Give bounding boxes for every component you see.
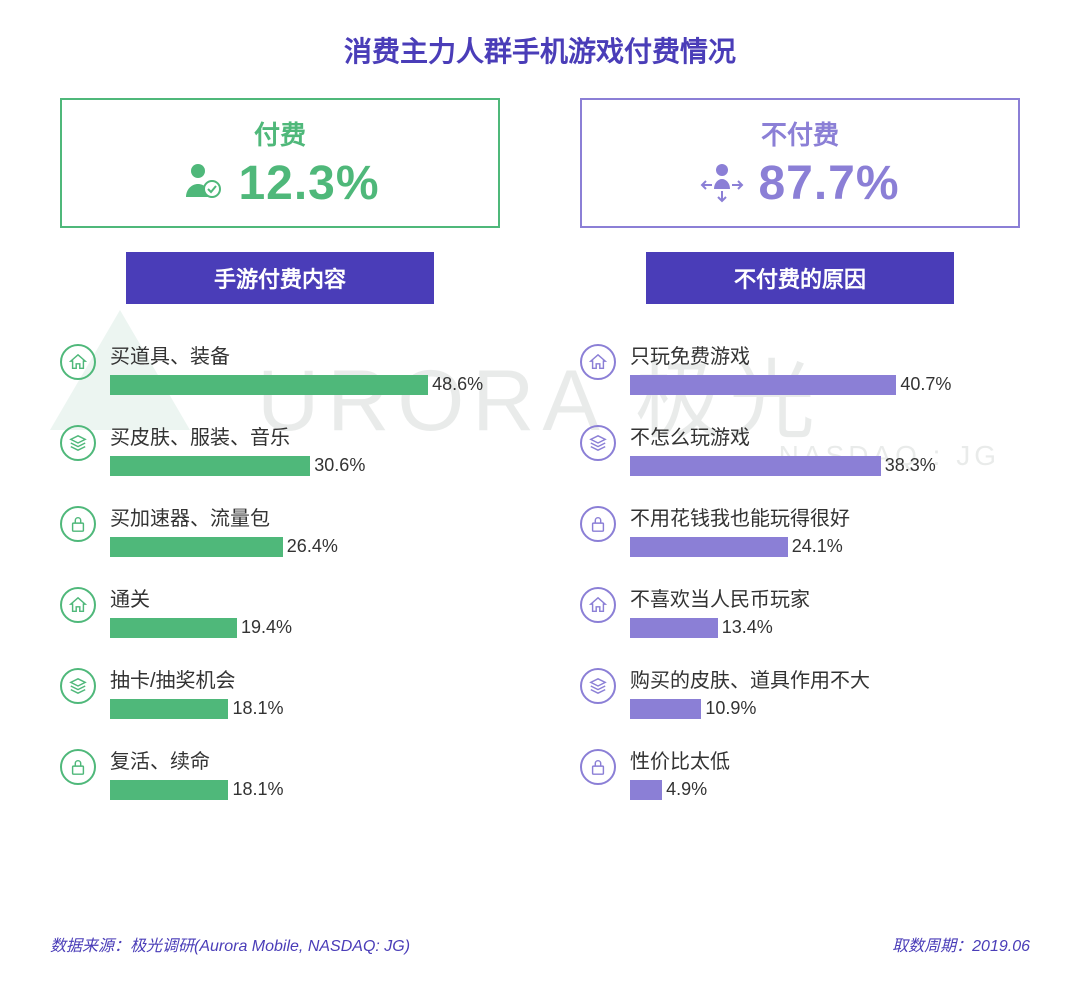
bar-label: 性价比太低: [630, 745, 1020, 774]
bar-item: 不怎么玩游戏 38.3%: [580, 421, 1020, 476]
bar-track: 30.6%: [110, 456, 470, 476]
bar-value: 48.6%: [432, 374, 483, 395]
bar-item: 不喜欢当人民币玩家 13.4%: [580, 583, 1020, 638]
bar-item: 只玩免费游戏 40.7%: [580, 340, 1020, 395]
bar-value: 30.6%: [314, 455, 365, 476]
bar-label: 抽卡/抽奖机会: [110, 664, 500, 693]
bar-item: 不用花钱我也能玩得很好 24.1%: [580, 502, 1020, 557]
bar-fill: [630, 618, 718, 638]
bar-value: 40.7%: [900, 374, 951, 395]
bar-label: 不怎么玩游戏: [630, 421, 1020, 450]
bar-fill: [110, 780, 228, 800]
home-icon: [60, 587, 96, 623]
footer: 数据来源：极光调研(Aurora Mobile, NASDAQ: JG) 取数周…: [50, 932, 1030, 956]
bar-fill: [630, 456, 881, 476]
bar-value: 26.4%: [287, 536, 338, 557]
right-column: 不付费 87.7% 不付费的原因 只玩免费游戏40.7%不怎么玩游戏38.3%不…: [580, 98, 1020, 800]
right-section-header: 不付费的原因: [646, 252, 954, 304]
footer-source: 数据来源：极光调研(Aurora Mobile, NASDAQ: JG): [50, 932, 410, 956]
bar-track: 26.4%: [110, 537, 470, 557]
bar-label: 不喜欢当人民币玩家: [630, 583, 1020, 612]
bar-fill: [110, 375, 428, 395]
bar-label: 只玩免费游戏: [630, 340, 1020, 369]
lock-icon: [580, 749, 616, 785]
bar-track: 18.1%: [110, 699, 470, 719]
bar-value: 38.3%: [885, 455, 936, 476]
bar-item: 复活、续命 18.1%: [60, 745, 500, 800]
bar-item: 抽卡/抽奖机会 18.1%: [60, 664, 500, 719]
bar-fill: [630, 375, 896, 395]
user-arrows-icon: [700, 159, 744, 208]
paying-stat-title: 付费: [254, 115, 306, 152]
bar-value: 4.9%: [666, 779, 707, 800]
lock-icon: [580, 506, 616, 542]
bar-value: 18.1%: [232, 779, 283, 800]
bar-value: 18.1%: [232, 698, 283, 719]
bar-track: 24.1%: [630, 537, 990, 557]
bar-value: 13.4%: [722, 617, 773, 638]
paying-stat-value: 12.3%: [238, 156, 379, 211]
footer-period: 取数周期：2019.06: [892, 932, 1030, 956]
bar-track: 48.6%: [110, 375, 470, 395]
bar-item: 买皮肤、服装、音乐 30.6%: [60, 421, 500, 476]
bar-item: 性价比太低 4.9%: [580, 745, 1020, 800]
bar-label: 通关: [110, 583, 500, 612]
bar-label: 购买的皮肤、道具作用不大: [630, 664, 1020, 693]
bar-track: 13.4%: [630, 618, 990, 638]
bar-track: 4.9%: [630, 780, 990, 800]
bar-fill: [630, 699, 701, 719]
bar-label: 买加速器、流量包: [110, 502, 500, 531]
home-icon: [580, 344, 616, 380]
bar-fill: [630, 537, 788, 557]
columns: 付费 12.3% 手游付费内容 买道具、装备 48.6% 买皮肤、服装、音乐 30.6…: [50, 98, 1030, 800]
bar-value: 19.4%: [241, 617, 292, 638]
bar-track: 18.1%: [110, 780, 470, 800]
nonpaying-stat-box: 不付费 87.7%: [580, 98, 1020, 228]
bar-item: 购买的皮肤、道具作用不大 10.9%: [580, 664, 1020, 719]
nonpaying-stat-value: 87.7%: [758, 156, 899, 211]
bar-fill: [110, 456, 310, 476]
bar-item: 买道具、装备 48.6%: [60, 340, 500, 395]
bar-label: 不用花钱我也能玩得很好: [630, 502, 1020, 531]
bar-value: 24.1%: [792, 536, 843, 557]
lock-icon: [60, 506, 96, 542]
bar-fill: [110, 618, 237, 638]
bar-value: 10.9%: [705, 698, 756, 719]
user-check-icon: [180, 159, 224, 208]
bar-fill: [110, 699, 228, 719]
lock-icon: [60, 749, 96, 785]
bar-item: 买加速器、流量包 26.4%: [60, 502, 500, 557]
bar-fill: [110, 537, 283, 557]
bar-label: 复活、续命: [110, 745, 500, 774]
left-column: 付费 12.3% 手游付费内容 买道具、装备 48.6% 买皮肤、服装、音乐 30.6…: [60, 98, 500, 800]
bar-track: 40.7%: [630, 375, 990, 395]
stack-icon: [60, 668, 96, 704]
stack-icon: [580, 425, 616, 461]
home-icon: [580, 587, 616, 623]
bar-track: 10.9%: [630, 699, 990, 719]
bar-track: 38.3%: [630, 456, 990, 476]
left-items-list: 买道具、装备 48.6% 买皮肤、服装、音乐 30.6% 买加速器、流量包 26.4% 通关…: [60, 340, 500, 800]
bar-fill: [630, 780, 662, 800]
left-section-header: 手游付费内容: [126, 252, 434, 304]
paying-stat-box: 付费 12.3%: [60, 98, 500, 228]
stack-icon: [60, 425, 96, 461]
page-title: 消费主力人群手机游戏付费情况: [50, 30, 1030, 70]
home-icon: [60, 344, 96, 380]
right-items-list: 只玩免费游戏 40.7% 不怎么玩游戏 38.3% 不用花钱我也能玩得很好 24.1% 不喜…: [580, 340, 1020, 800]
bar-item: 通关 19.4%: [60, 583, 500, 638]
bar-label: 买道具、装备: [110, 340, 500, 369]
bar-label: 买皮肤、服装、音乐: [110, 421, 500, 450]
bar-track: 19.4%: [110, 618, 470, 638]
nonpaying-stat-title: 不付费: [761, 115, 839, 152]
stack-icon: [580, 668, 616, 704]
